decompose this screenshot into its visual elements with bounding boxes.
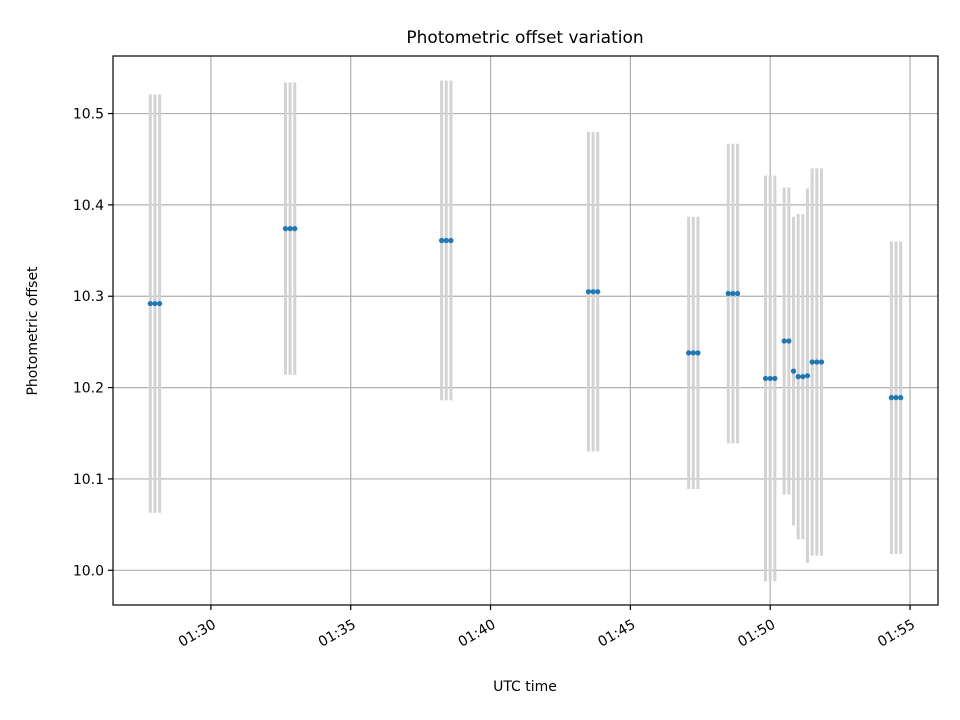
y-axis-label: Photometric offset — [25, 266, 41, 396]
data-point — [762, 375, 769, 382]
data-point — [595, 289, 601, 295]
data-point — [795, 374, 801, 380]
y-tick-label: 10.3 — [73, 289, 104, 305]
plot-frame — [112, 55, 939, 606]
grid-lines — [113, 56, 938, 605]
x-axis-label: UTC time — [493, 679, 557, 695]
data-point — [157, 300, 163, 307]
y-tick-label: 10.0 — [73, 563, 104, 579]
data-point — [888, 395, 894, 401]
data-point — [898, 395, 904, 401]
data-point — [790, 368, 797, 374]
data-point — [695, 350, 701, 356]
data-point — [443, 237, 449, 244]
chart-title: Photometric offset variation — [406, 28, 643, 48]
data-point — [282, 226, 289, 232]
data-point — [800, 374, 806, 380]
data-point — [734, 290, 741, 297]
data-point — [152, 300, 158, 307]
data-point — [292, 226, 298, 232]
data-point — [147, 300, 153, 307]
data-point — [814, 359, 820, 365]
data-point — [590, 289, 596, 295]
data-point — [287, 226, 293, 232]
data-point — [686, 350, 692, 356]
data-point — [809, 359, 815, 365]
data-point — [893, 395, 899, 401]
data-point — [818, 359, 825, 365]
data-point — [730, 290, 736, 297]
data-point — [786, 338, 792, 344]
data-point — [448, 237, 454, 244]
data-point — [725, 290, 731, 297]
y-tick-label: 10.5 — [73, 107, 104, 123]
y-tick-label: 10.1 — [73, 472, 104, 488]
data-point — [772, 375, 778, 382]
data-point — [781, 338, 787, 344]
data-points — [147, 226, 904, 401]
data-point — [585, 289, 592, 295]
data-point — [439, 237, 445, 244]
y-axis-ticks: 10.0 10.1 10.2 10.3 10.4 10.5 — [73, 107, 113, 579]
data-point — [690, 350, 696, 356]
data-point — [767, 375, 773, 382]
data-point — [804, 373, 811, 379]
y-tick-label: 10.2 — [73, 381, 104, 397]
y-tick-label: 10.4 — [73, 198, 104, 214]
